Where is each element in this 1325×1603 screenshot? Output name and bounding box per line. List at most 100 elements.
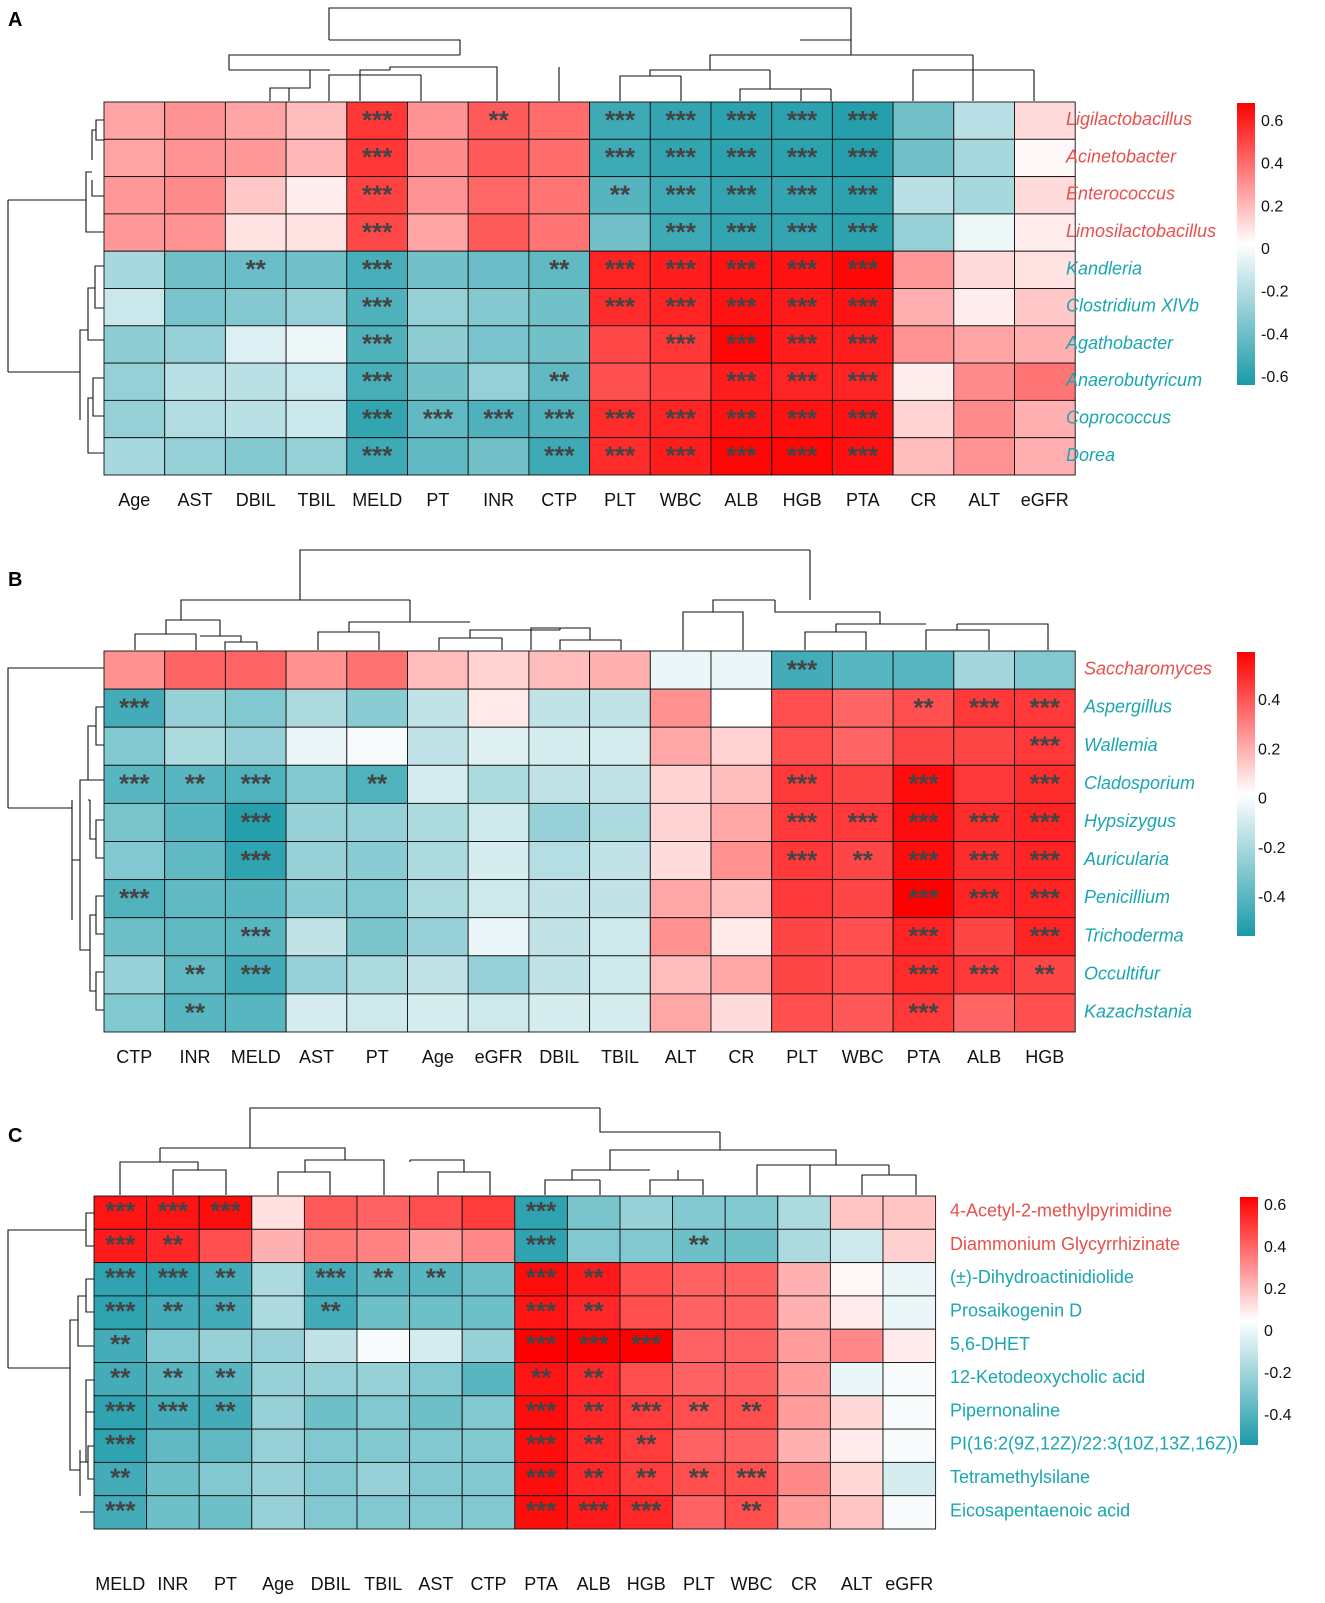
heatmap-cell bbox=[710, 955, 773, 995]
heatmap-cell bbox=[771, 176, 833, 215]
significance-marker: *** bbox=[579, 1496, 610, 1526]
column-label: PT bbox=[366, 1047, 389, 1067]
legend-tick-label: 0.2 bbox=[1261, 198, 1283, 215]
heatmap-cell bbox=[198, 1495, 253, 1530]
significance-marker: *** bbox=[526, 1263, 557, 1293]
legend-tick-label: 0.6 bbox=[1261, 113, 1283, 130]
heatmap-cell bbox=[649, 288, 712, 327]
heatmap-cell bbox=[528, 917, 591, 957]
heatmap-cell bbox=[224, 325, 287, 364]
heatmap-cell bbox=[724, 1395, 779, 1430]
legend-tick-label: 0 bbox=[1264, 1323, 1273, 1340]
heatmap-cell bbox=[528, 138, 591, 178]
heatmap-cell bbox=[407, 917, 469, 957]
heatmap-cell bbox=[771, 841, 833, 881]
heatmap-cell bbox=[103, 726, 166, 766]
legend-tick-label: 0.2 bbox=[1264, 1281, 1286, 1298]
heatmap-cell bbox=[285, 993, 348, 1033]
heatmap-cell bbox=[103, 288, 166, 327]
heatmap-cell bbox=[224, 726, 287, 766]
heatmap-cell bbox=[829, 1295, 884, 1330]
heatmap-cell bbox=[619, 1295, 674, 1330]
heatmap-cell bbox=[409, 1262, 463, 1297]
legend-tick-label: 0.4 bbox=[1258, 692, 1280, 709]
heatmap-cell bbox=[285, 213, 348, 252]
heatmap-cell bbox=[528, 213, 591, 252]
column-label: PLT bbox=[604, 490, 636, 510]
heatmap-cell bbox=[467, 250, 530, 289]
heatmap-cell bbox=[710, 213, 773, 252]
heatmap-cell bbox=[831, 325, 894, 364]
heatmap-cell bbox=[589, 399, 651, 439]
heatmap-cell bbox=[953, 993, 1015, 1033]
heatmap-cell bbox=[461, 1362, 516, 1397]
heatmap-cell bbox=[649, 650, 712, 690]
heatmap-cell bbox=[103, 101, 166, 140]
heatmap-cell bbox=[710, 176, 773, 215]
significance-marker: *** bbox=[158, 1196, 189, 1226]
heatmap-cell bbox=[103, 362, 166, 401]
heatmap-cell bbox=[649, 176, 712, 215]
panel-c-legend-ticks: 0.6 0.4 0.2 0 -0.2 -0.4 bbox=[1264, 1197, 1292, 1424]
heatmap-cell bbox=[224, 802, 287, 842]
heatmap-cell bbox=[285, 917, 348, 957]
heatmap-cell bbox=[93, 1395, 148, 1430]
column-label: INR bbox=[180, 1047, 211, 1067]
heatmap-cell bbox=[882, 1362, 937, 1397]
panel-b-column-labels: CTP INR MELD AST PT Age eGFR DBIL TBIL ALT CR PLT WB… bbox=[116, 1047, 1064, 1067]
heatmap-cell bbox=[224, 764, 287, 804]
significance-marker: *** bbox=[631, 1329, 662, 1359]
heatmap-cell bbox=[831, 288, 894, 327]
heatmap-cell bbox=[829, 1262, 884, 1297]
significance-marker: *** bbox=[666, 254, 697, 284]
column-label: MELD bbox=[231, 1047, 281, 1067]
significance-marker: ** bbox=[185, 997, 206, 1027]
heatmap-cell bbox=[777, 1295, 831, 1330]
heatmap-cell bbox=[251, 1295, 305, 1330]
heatmap-cell bbox=[831, 917, 894, 957]
heatmap-cell bbox=[892, 650, 955, 690]
panel-a-row-dendrogram bbox=[7, 119, 104, 454]
heatmap-cell bbox=[407, 138, 469, 178]
significance-marker: *** bbox=[787, 180, 818, 210]
significance-marker: *** bbox=[726, 180, 757, 210]
heatmap-cell bbox=[285, 138, 348, 178]
heatmap-cell bbox=[285, 325, 348, 364]
row-label: Diammonium Glycyrrhizinate bbox=[950, 1234, 1180, 1254]
column-label: DBIL bbox=[311, 1574, 351, 1594]
heatmap-cell bbox=[589, 688, 651, 728]
heatmap-cell bbox=[251, 1228, 305, 1264]
heatmap-cell bbox=[285, 399, 348, 439]
heatmap-cell bbox=[528, 101, 591, 140]
panel-c-row-labels: 4-Acetyl-2-methylpyrimidine Diammonium Gl… bbox=[950, 1201, 1238, 1521]
heatmap-cell bbox=[467, 101, 530, 140]
column-label: ALT bbox=[665, 1047, 697, 1067]
significance-marker: ** bbox=[741, 1496, 762, 1526]
heatmap-cell bbox=[407, 802, 469, 842]
heatmap-cell bbox=[346, 955, 408, 995]
heatmap-cell bbox=[346, 176, 408, 215]
heatmap-cell bbox=[1014, 437, 1076, 476]
significance-marker: ** bbox=[367, 769, 388, 799]
panel-c-color-legend: 0.6 0.4 0.2 0 -0.2 -0.4 bbox=[1240, 1197, 1292, 1445]
heatmap-cell bbox=[619, 1262, 674, 1297]
heatmap-cell bbox=[224, 879, 287, 919]
heatmap-cell bbox=[1014, 288, 1076, 327]
heatmap-cell bbox=[829, 1461, 884, 1497]
heatmap-cell bbox=[710, 764, 773, 804]
heatmap-cell bbox=[164, 802, 226, 842]
heatmap-cell bbox=[407, 101, 469, 140]
significance-marker: *** bbox=[210, 1196, 241, 1226]
legend-tick-label: -0.2 bbox=[1264, 1365, 1292, 1382]
heatmap-cell bbox=[1014, 399, 1076, 439]
heatmap-cell bbox=[461, 1262, 516, 1297]
heatmap-cell bbox=[251, 1395, 305, 1430]
significance-marker: *** bbox=[908, 807, 939, 837]
heatmap-cell bbox=[467, 917, 530, 957]
legend-tick-label: -0.4 bbox=[1264, 1407, 1292, 1424]
column-label: WBC bbox=[731, 1574, 773, 1594]
heatmap-cell bbox=[589, 879, 651, 919]
panel-b-row-dendrogram bbox=[7, 667, 104, 1011]
heatmap-cell bbox=[461, 1428, 516, 1463]
column-label: AST bbox=[299, 1047, 334, 1067]
